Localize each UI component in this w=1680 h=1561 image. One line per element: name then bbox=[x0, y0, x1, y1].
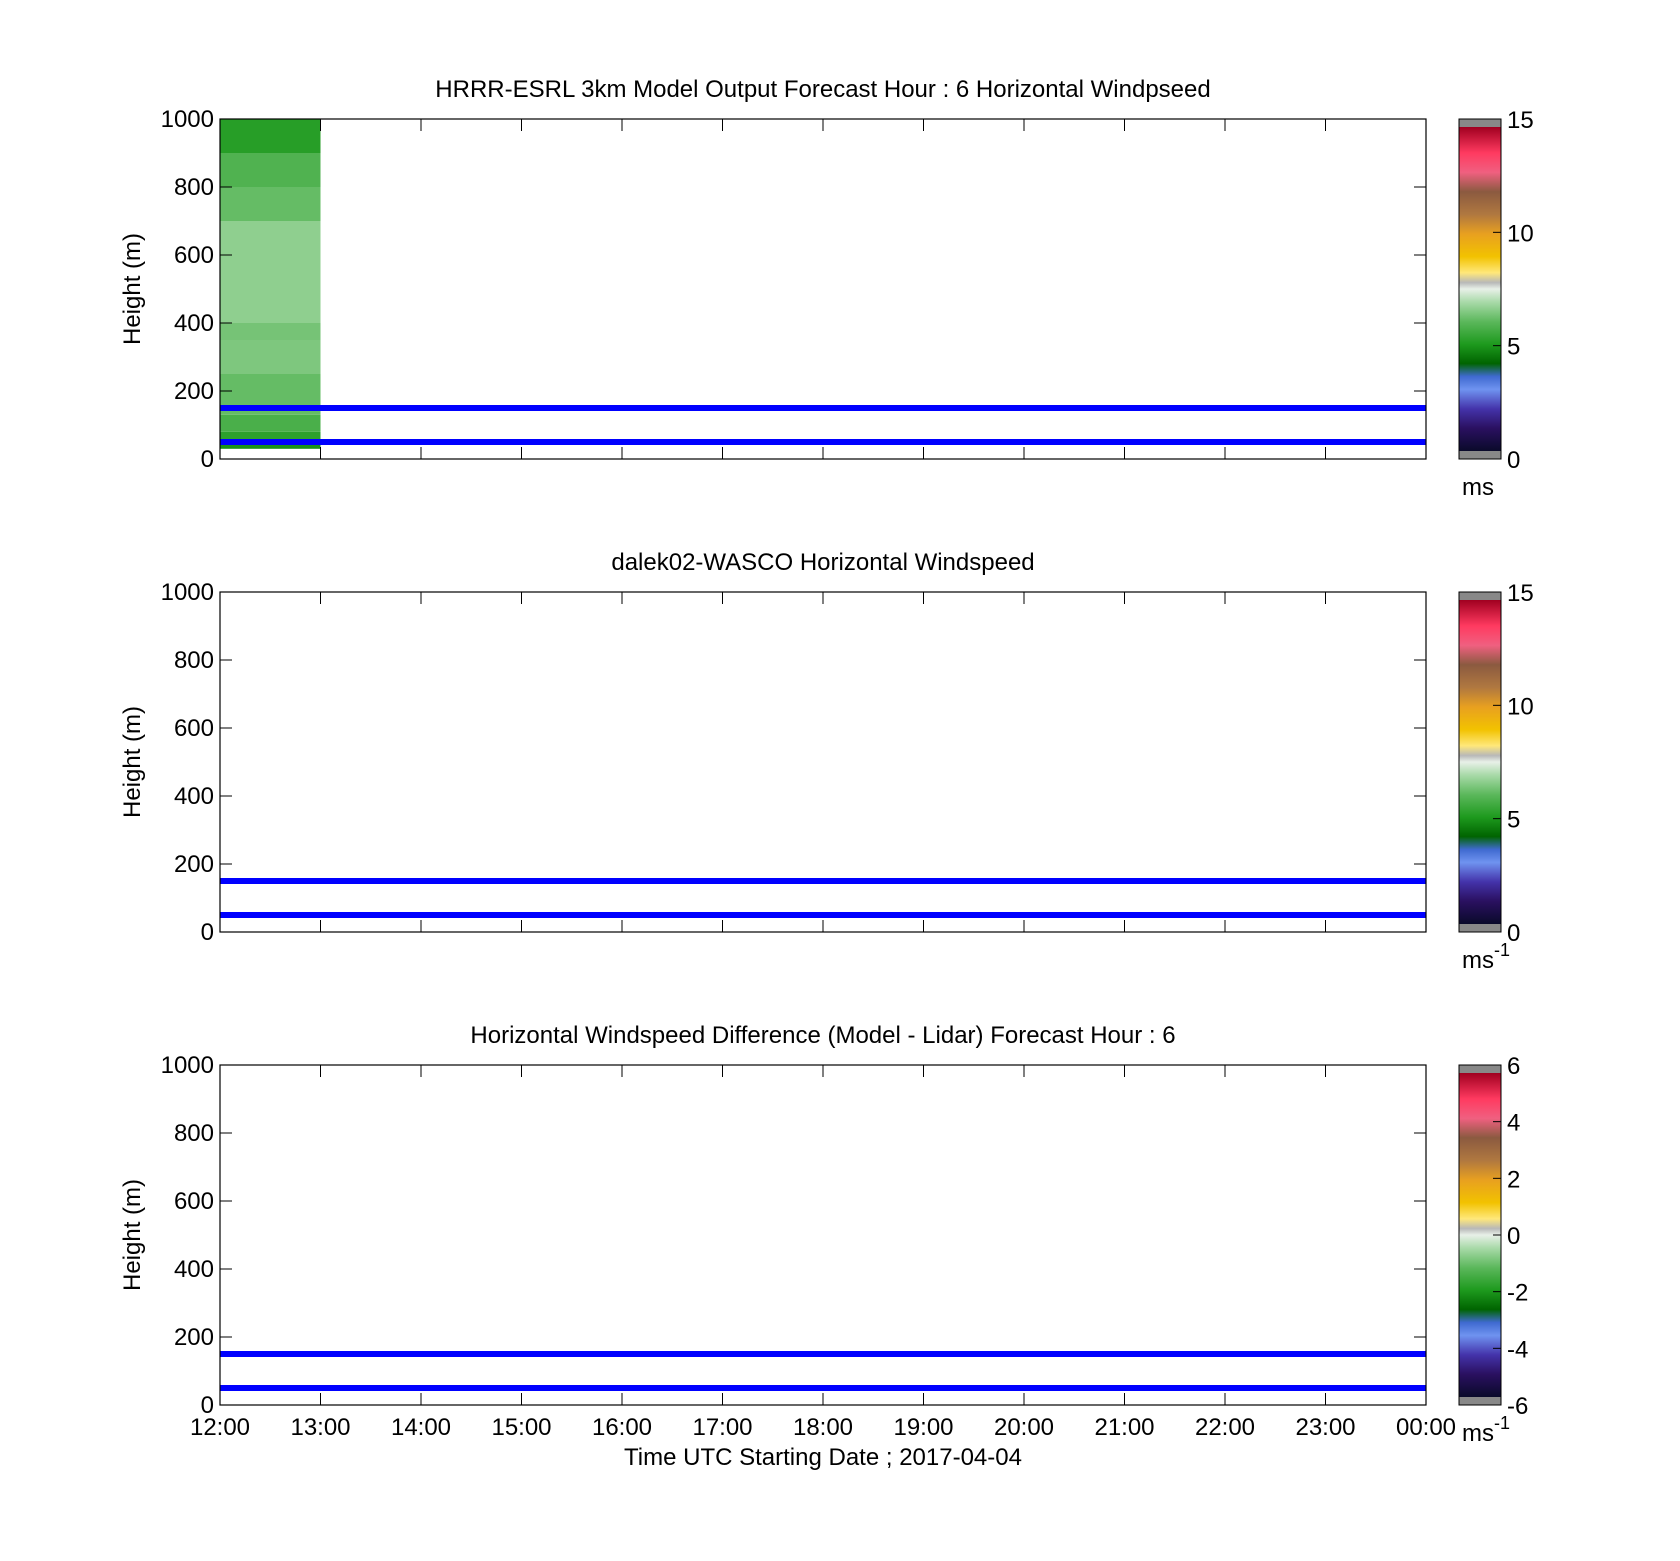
y-tick-label: 400 bbox=[174, 1256, 214, 1283]
colorbar-tick-label: 0 bbox=[1507, 1223, 1520, 1250]
colorbar-tick-label: 10 bbox=[1507, 693, 1534, 720]
y-tick-label: 1000 bbox=[161, 106, 214, 133]
x-tick-label: 20:00 bbox=[994, 1414, 1054, 1441]
panel-title: Horizontal Windspeed Difference (Model -… bbox=[470, 1022, 1175, 1049]
y-tick-label: 1000 bbox=[161, 579, 214, 606]
y-axis-label: Height (m) bbox=[119, 706, 146, 818]
y-axis-label: Height (m) bbox=[119, 233, 146, 345]
colorbar-tick-label: 5 bbox=[1507, 334, 1520, 361]
colorbar-tick-label: 15 bbox=[1507, 580, 1534, 607]
y-tick-label: 800 bbox=[174, 174, 214, 201]
colorbar-tick-label: 0 bbox=[1507, 447, 1520, 474]
colorbar-tick-label: 2 bbox=[1507, 1166, 1520, 1193]
y-tick-label: 400 bbox=[174, 310, 214, 337]
x-tick-label: 21:00 bbox=[1094, 1414, 1154, 1441]
heatmap-cell bbox=[220, 119, 321, 153]
x-tick-label: 16:00 bbox=[592, 1414, 652, 1441]
colorbar-frame bbox=[1458, 118, 1502, 460]
colorbar-tick-label: 15 bbox=[1507, 107, 1534, 134]
colorbar-tick-label: 4 bbox=[1507, 1110, 1520, 1137]
y-tick-label: 0 bbox=[201, 1392, 214, 1419]
x-tick-label: 22:00 bbox=[1195, 1414, 1255, 1441]
colorbar-unit-base: ms bbox=[1462, 1420, 1494, 1447]
x-tick-label: 23:00 bbox=[1295, 1414, 1355, 1441]
y-tick-label: 200 bbox=[174, 1324, 214, 1351]
colorbar-under-cap bbox=[1459, 924, 1501, 932]
x-tick-label: 15:00 bbox=[491, 1414, 551, 1441]
x-tick-label: 19:00 bbox=[893, 1414, 953, 1441]
y-tick-label: 600 bbox=[174, 715, 214, 742]
colorbar-unit-label: ms-1 bbox=[1462, 940, 1510, 974]
y-axis-label: Height (m) bbox=[119, 1179, 146, 1291]
x-tick-label: 17:00 bbox=[692, 1414, 752, 1441]
panel-1: HRRR-ESRL 3km Model Output Forecast Hour… bbox=[119, 76, 1534, 501]
heatmap-cell bbox=[220, 289, 321, 323]
colorbar-under-cap bbox=[1459, 451, 1501, 459]
heatmap-cell bbox=[220, 431, 321, 442]
y-tick-label: 1000 bbox=[161, 1052, 214, 1079]
colorbar-tick-label: -4 bbox=[1507, 1336, 1528, 1363]
y-tick-label: 600 bbox=[174, 242, 214, 269]
colorbar-over-cap bbox=[1459, 119, 1501, 127]
y-tick-label: 200 bbox=[174, 378, 214, 405]
colorbar-frame bbox=[1458, 591, 1502, 933]
colorbar-tick-label: 0 bbox=[1507, 920, 1520, 947]
colorbar-over-cap bbox=[1459, 1065, 1501, 1073]
colorbar-tick-label: 10 bbox=[1507, 220, 1534, 247]
heatmap-cell bbox=[220, 323, 321, 340]
colorbar-tick-label: -6 bbox=[1507, 1393, 1528, 1420]
panel-2: dalek02-WASCO Horizontal Windspeed 0 200 40… bbox=[119, 549, 1534, 974]
heatmap-cell bbox=[220, 442, 321, 449]
colorbar-under-cap bbox=[1459, 1397, 1501, 1405]
y-tick-label: 800 bbox=[174, 647, 214, 674]
panel-title: HRRR-ESRL 3km Model Output Forecast Hour… bbox=[435, 76, 1210, 103]
heatmap-cell bbox=[220, 340, 321, 374]
colorbar-unit-exponent: -1 bbox=[1494, 940, 1510, 960]
colorbar-tick-label: 5 bbox=[1507, 807, 1520, 834]
colorbar-unit-base: ms bbox=[1462, 474, 1494, 501]
colorbar-unit-label: ms bbox=[1462, 474, 1494, 501]
heatmap-cell bbox=[220, 153, 321, 187]
y-tick-label: 0 bbox=[201, 446, 214, 473]
x-tick-label: 00:00 bbox=[1396, 1414, 1456, 1441]
colorbar-over-cap bbox=[1459, 592, 1501, 600]
colorbar-tick-label: -2 bbox=[1507, 1280, 1528, 1307]
x-tick-label: 14:00 bbox=[391, 1414, 451, 1441]
y-tick-label: 400 bbox=[174, 783, 214, 810]
panel-title: dalek02-WASCO Horizontal Windspeed bbox=[611, 549, 1034, 576]
x-tick-label: 12:00 bbox=[190, 1414, 250, 1441]
colorbar-unit-base: ms bbox=[1462, 947, 1494, 974]
y-tick-label: 200 bbox=[174, 851, 214, 878]
heatmap-cell bbox=[220, 221, 321, 289]
panel-3: Horizontal Windspeed Difference (Model -… bbox=[119, 1022, 1528, 1447]
colorbar-unit-exponent: -1 bbox=[1494, 1413, 1510, 1433]
colorbar-gradient-bar bbox=[1459, 600, 1501, 924]
x-tick-label: 13:00 bbox=[290, 1414, 350, 1441]
colorbar-unit-label: ms-1 bbox=[1462, 1413, 1510, 1447]
x-axis-label: Time UTC Starting Date ; 2017-04-04 bbox=[624, 1444, 1022, 1471]
colorbar-tick-label: 6 bbox=[1507, 1053, 1520, 1080]
heatmap-cell bbox=[220, 414, 321, 432]
x-tick-label: 18:00 bbox=[793, 1414, 853, 1441]
heatmap-cell bbox=[220, 187, 321, 221]
y-tick-label: 600 bbox=[174, 1188, 214, 1215]
y-tick-label: 800 bbox=[174, 1120, 214, 1147]
colorbar-gradient-bar bbox=[1459, 127, 1501, 451]
y-tick-label: 0 bbox=[201, 919, 214, 946]
